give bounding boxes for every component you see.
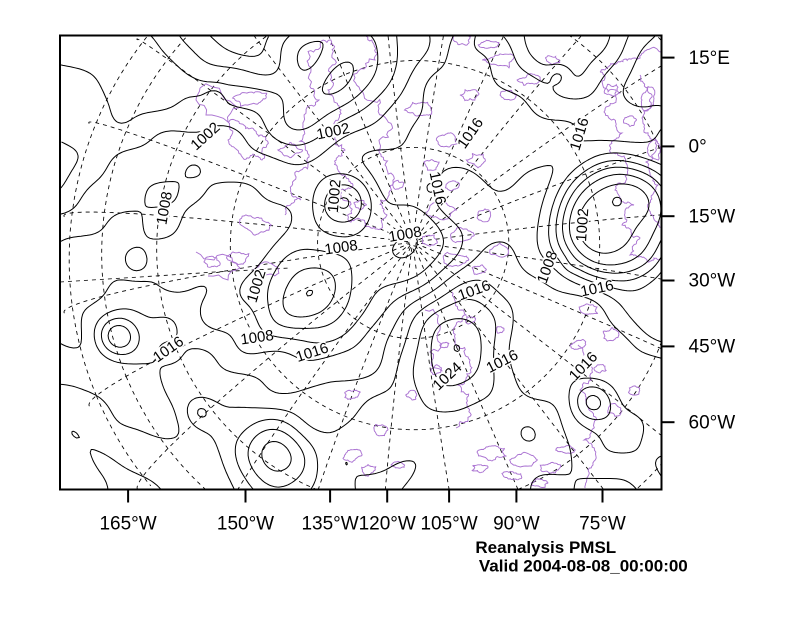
svg-text:1002: 1002 xyxy=(315,120,351,144)
svg-text:15°W: 15°W xyxy=(689,206,736,227)
svg-text:135°W: 135°W xyxy=(301,514,358,535)
svg-text:60°W: 60°W xyxy=(689,412,736,433)
svg-text:1016: 1016 xyxy=(426,170,450,206)
svg-text:1008: 1008 xyxy=(239,327,274,348)
svg-text:165°W: 165°W xyxy=(99,514,156,535)
svg-text:1002: 1002 xyxy=(573,208,592,242)
svg-text:75°W: 75°W xyxy=(579,514,626,535)
svg-text:Valid 2004-08-08_00:00:00: Valid 2004-08-08_00:00:00 xyxy=(479,557,688,576)
svg-text:30°W: 30°W xyxy=(689,271,736,292)
svg-text:1002: 1002 xyxy=(325,179,345,214)
svg-text:Reanalysis PMSL: Reanalysis PMSL xyxy=(475,538,616,557)
svg-text:0°: 0° xyxy=(689,137,707,158)
svg-text:105°W: 105°W xyxy=(420,514,477,535)
svg-text:1016: 1016 xyxy=(579,277,615,301)
svg-text:120°W: 120°W xyxy=(359,514,416,535)
svg-text:150°W: 150°W xyxy=(217,514,274,535)
svg-text:45°W: 45°W xyxy=(689,337,736,358)
svg-text:1008: 1008 xyxy=(323,237,358,258)
svg-text:90°W: 90°W xyxy=(493,514,540,535)
svg-text:1008: 1008 xyxy=(153,190,176,226)
svg-text:1008: 1008 xyxy=(387,223,423,246)
svg-text:15°E: 15°E xyxy=(689,48,730,69)
